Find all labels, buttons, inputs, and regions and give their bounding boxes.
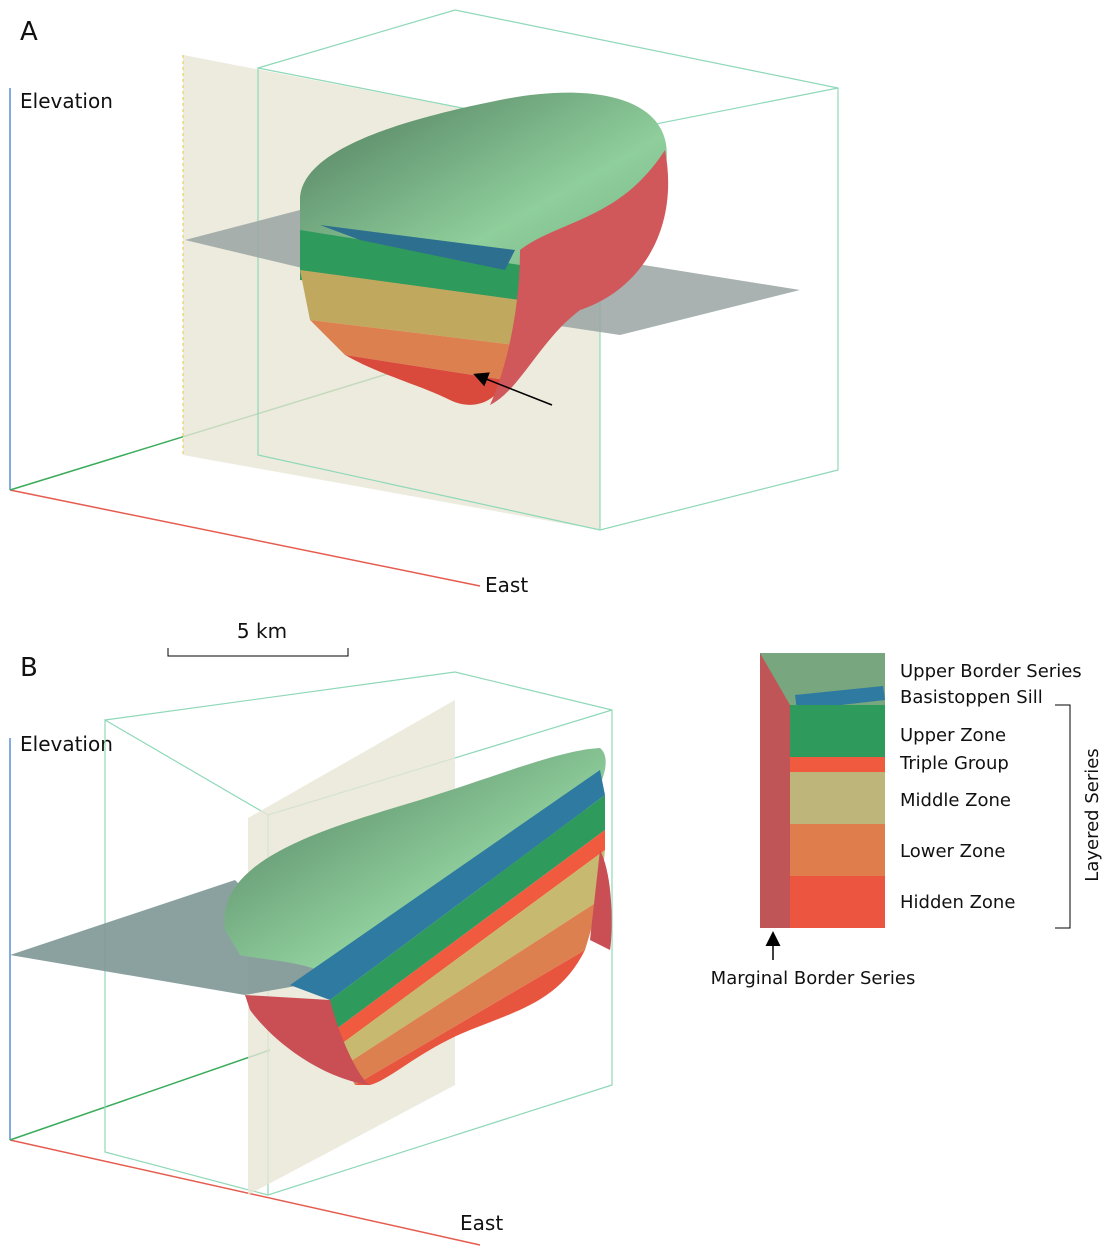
scale-line bbox=[168, 648, 348, 656]
figure: A Elevation East 5 km B Elevation East U… bbox=[0, 0, 1104, 1248]
arrow-label: Marginal Border Series bbox=[711, 968, 916, 989]
legend-label: Upper Zone bbox=[900, 725, 1006, 746]
legend-swatch bbox=[790, 757, 885, 772]
bracket-label: Layered Series bbox=[1082, 748, 1103, 881]
legend: Upper Border Series Basistoppen Sill Upp… bbox=[711, 653, 1103, 989]
axis-north bbox=[10, 1050, 270, 1140]
legend-label: Middle Zone bbox=[900, 790, 1011, 811]
legend-swatch bbox=[790, 705, 885, 757]
axis-east bbox=[10, 490, 480, 586]
legend-label: Lower Zone bbox=[900, 841, 1005, 862]
legend-swatch bbox=[790, 772, 885, 824]
panel-a: A Elevation East bbox=[10, 10, 838, 597]
axis-label: Elevation bbox=[20, 89, 113, 113]
bracket bbox=[1055, 705, 1070, 928]
axis-label: Elevation bbox=[20, 732, 113, 756]
legend-label: Basistoppen Sill bbox=[900, 687, 1043, 708]
axis-label: East bbox=[485, 573, 528, 597]
panel-label: B bbox=[20, 653, 38, 683]
scale-label: 5 km bbox=[237, 619, 287, 643]
legend-swatch bbox=[790, 824, 885, 876]
legend-label: Triple Group bbox=[899, 753, 1009, 774]
legend-label: Hidden Zone bbox=[900, 892, 1015, 913]
axis-east bbox=[10, 1140, 480, 1245]
panel-b: B Elevation East bbox=[10, 653, 612, 1245]
axis-label: East bbox=[460, 1211, 503, 1235]
scale-bar: 5 km bbox=[168, 619, 348, 656]
legend-swatch bbox=[790, 876, 885, 928]
panel-label: A bbox=[20, 17, 38, 47]
legend-label: Upper Border Series bbox=[900, 661, 1082, 682]
